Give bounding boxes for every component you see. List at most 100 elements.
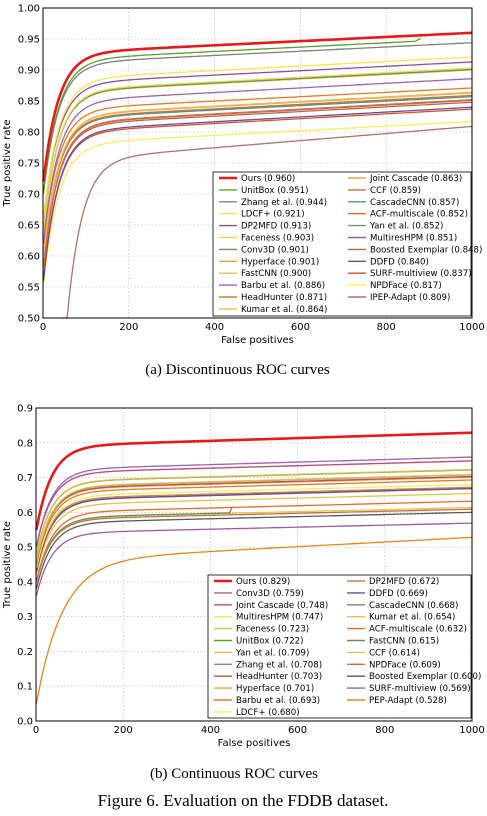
legend-entry: Yan et al. (0.709) <box>235 648 309 658</box>
x-tick-label: 800 <box>375 725 394 736</box>
legend-entry: CCF (0.614) <box>369 648 420 658</box>
legend-entry: FastCNN (0.615) <box>369 637 439 647</box>
y-tick-label: 0.5 <box>17 543 33 554</box>
legend-entry: LDCF+ (0.680) <box>236 708 300 718</box>
x-tick-label: 400 <box>205 322 224 333</box>
legend-entry: Hyperface (0.901) <box>241 257 319 267</box>
x-tick-label: 1000 <box>459 725 484 736</box>
x-tick-label: 400 <box>201 725 220 736</box>
series-line <box>42 37 421 195</box>
legend-entry: NPDFace (0.609) <box>369 660 441 670</box>
series-line <box>42 99 473 269</box>
legend-entry: CascadeCNN (0.857) <box>370 198 459 208</box>
x-tick-label: 200 <box>119 322 138 333</box>
chart-b-caption: (b) Continuous ROC curves <box>150 766 318 782</box>
legend-entry: HeadHunter (0.703) <box>236 672 322 682</box>
legend-entry: UnitBox (0.722) <box>236 637 304 647</box>
legend-entry: Faceness (0.903) <box>241 234 314 244</box>
y-tick-label: 0.70 <box>18 190 40 201</box>
series-line <box>42 91 473 257</box>
y-tick-label: 0.85 <box>18 97 40 108</box>
legend-entry: DDFD (0.840) <box>370 257 429 267</box>
legend-entry: ACF-multiscale (0.852) <box>370 210 468 220</box>
series-line <box>35 536 473 704</box>
x-tick-label: 600 <box>288 725 307 736</box>
chart-b-frame <box>35 407 473 722</box>
y-tick-label: 0.2 <box>17 647 33 658</box>
legend-box <box>212 171 472 317</box>
legend-entry: Zhang et al. (0.708) <box>236 660 322 670</box>
series-line <box>42 106 473 281</box>
chart-a-xlabel: False positives <box>221 335 294 346</box>
legend-entry: Kumar et al. (0.864) <box>241 305 327 315</box>
legend-entry: MultiresHPM (0.851) <box>370 234 457 244</box>
y-tick-label: 0.8 <box>17 438 33 449</box>
series-line <box>35 431 473 530</box>
figure-caption: Figure 6. Evaluation on the FDDB dataset… <box>98 791 389 810</box>
legend-entry: FastCNN (0.900) <box>241 269 311 279</box>
legend-entry: SURF-multiview (0.569) <box>369 684 471 694</box>
chart-b-ticks: 0 200 400 600 800 1000 0.0 0.1 0.2 0.3 0.4 0.5 0.6 0.… <box>17 404 485 737</box>
y-tick-label: 0.50 <box>18 314 40 325</box>
legend-entry: Faceness (0.723) <box>236 625 309 635</box>
chart-a-frame <box>42 7 473 319</box>
y-tick-label: 0.3 <box>17 612 33 623</box>
legend-entry: NPDFace (0.817) <box>370 281 442 291</box>
legend-entry: Hyperface (0.701) <box>236 684 314 694</box>
legend-entry: Joint Cascade (0.863) <box>369 174 462 184</box>
series-line <box>35 456 473 548</box>
series-line <box>62 125 473 319</box>
x-tick-label: 1000 <box>459 322 484 333</box>
chart-a-legend: Ours (0.960) UnitBox (0.951) Zhang et al. … <box>212 171 482 317</box>
legend-entry: Barbu et al. (0.693) <box>236 696 320 706</box>
series-line <box>35 522 473 596</box>
legend-entry: CCF (0.859) <box>370 186 421 196</box>
legend-entry: UnitBox (0.951) <box>241 186 309 196</box>
series-line <box>35 483 473 569</box>
legend-entry: Conv3D (0.901) <box>241 245 309 255</box>
y-tick-label: 0.95 <box>18 35 40 46</box>
y-tick-label: 0.1 <box>17 682 33 693</box>
chart-a: 0 200 400 600 800 1000 0.50 0.55 0.60 0.65 0.70 0.7… <box>2 4 485 379</box>
chart-b-xlabel: False positives <box>218 738 291 749</box>
legend-entry: SURF-multiview (0.837) <box>370 269 472 279</box>
chart-a-caption: (a) Discontinuous ROC curves <box>145 362 330 378</box>
legend-entry: LDCF+ (0.921) <box>241 210 305 220</box>
chart-b-legend: Ours (0.829) Conv3D (0.759) Joint Cascade … <box>207 574 481 719</box>
chart-a-ticks: 0 200 400 600 800 1000 0.50 0.55 0.60 0.65 0.70 0.7… <box>18 4 485 334</box>
legend-entry: IPEP-Adapt (0.809) <box>370 293 450 303</box>
legend-entry: Joint Cascade (0.748) <box>235 601 328 611</box>
legend-entry: Zhang et al. (0.944) <box>241 198 327 208</box>
legend-entry: Kumar et al. (0.654) <box>369 613 455 623</box>
legend-entry: PEP-Adapt (0.528) <box>369 696 447 706</box>
y-tick-label: 0.7 <box>17 473 33 484</box>
legend-entry: Boosted Exemplar (0.848) <box>370 245 482 255</box>
series-line <box>35 468 473 555</box>
legend-entry: ACF-multiscale (0.632) <box>369 625 467 635</box>
series-line <box>42 67 473 232</box>
chart-b-ylabel: True positive rate <box>2 521 13 609</box>
y-tick-label: 0.4 <box>17 577 33 588</box>
series-line <box>35 479 473 565</box>
y-tick-label: 0.0 <box>17 717 33 728</box>
y-tick-label: 0.60 <box>18 252 40 263</box>
legend-entry: Ours (0.960) <box>241 174 295 184</box>
chart-b: 0 200 400 600 800 1000 0.0 0.1 0.2 0.3 0.4 0.5 0.6 0.… <box>2 404 485 783</box>
y-tick-label: 0.9 <box>17 404 33 415</box>
legend-entry: Ours (0.829) <box>236 577 290 587</box>
y-tick-label: 0.75 <box>18 159 40 170</box>
x-tick-label: 0 <box>40 322 46 333</box>
series-line <box>35 487 473 572</box>
legend-entry: Barbu et al. (0.886) <box>241 281 325 291</box>
legend-entry: Conv3D (0.759) <box>236 589 304 599</box>
series-line <box>35 473 473 562</box>
series-line <box>35 492 473 576</box>
legend-box <box>207 574 472 719</box>
legend-entry: HeadHunter (0.871) <box>241 293 327 303</box>
legend-entry: Boosted Exemplar (0.600) <box>369 672 481 682</box>
chart-a-series <box>42 31 473 319</box>
y-tick-label: 0.80 <box>18 128 40 139</box>
legend-entry: DP2MFD (0.672) <box>369 577 439 587</box>
y-tick-label: 0.90 <box>18 66 40 77</box>
